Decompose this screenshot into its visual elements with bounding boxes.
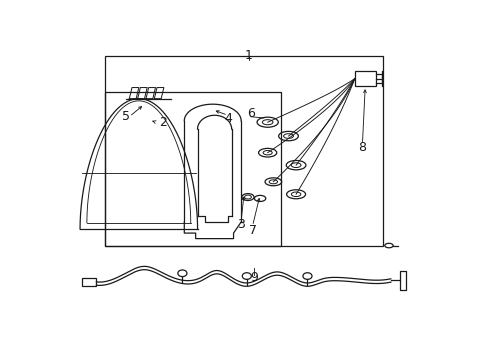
Text: 5: 5 — [122, 110, 129, 123]
Bar — [354, 71, 375, 86]
Text: 2: 2 — [159, 116, 167, 129]
Bar — [104, 92, 280, 246]
Text: 7: 7 — [248, 224, 256, 237]
Text: 6: 6 — [246, 107, 254, 120]
Bar — [82, 278, 96, 286]
Text: 3: 3 — [237, 218, 244, 231]
Text: 9: 9 — [250, 271, 258, 284]
Text: 8: 8 — [358, 141, 366, 154]
Text: 4: 4 — [224, 112, 231, 125]
Bar — [104, 56, 383, 246]
Text: 1: 1 — [244, 49, 252, 62]
